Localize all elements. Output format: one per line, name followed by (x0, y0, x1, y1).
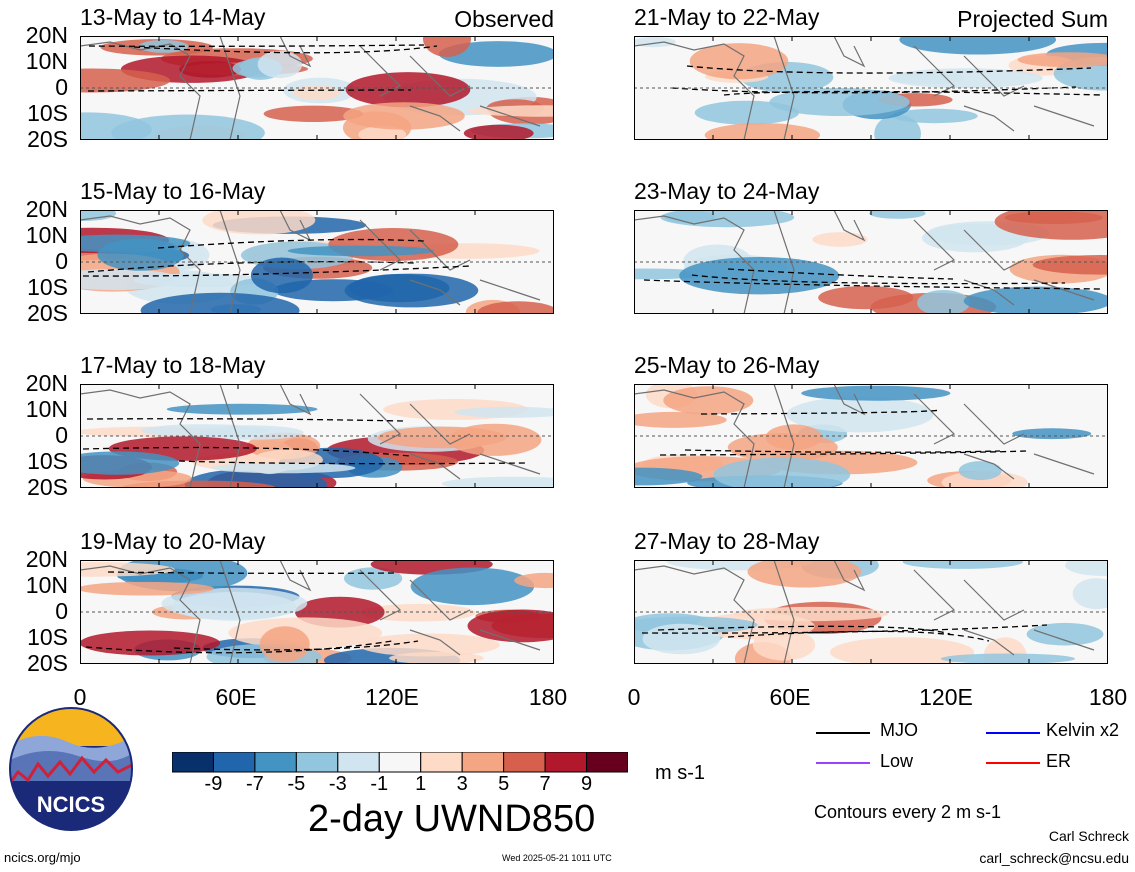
colorbar-swatch (461, 752, 505, 773)
legend-label-er: ER (1046, 751, 1072, 771)
contours-note: Contours every 2 m s-1 (814, 802, 1002, 822)
figure-title: 2-day UWND850 (308, 798, 596, 840)
panel-title: 17-May to 18-May (80, 352, 266, 378)
panel-map (634, 384, 1108, 488)
panel-tag: Projected Sum (957, 6, 1108, 32)
lat-label: 10N (25, 222, 68, 248)
lat-label: 0 (55, 74, 68, 100)
legend-line-er (986, 762, 1040, 764)
lat-label: 0 (55, 598, 68, 624)
lat-label: 20N (25, 196, 68, 222)
lat-label: 20S (27, 650, 68, 676)
colorbar-swatch (337, 752, 380, 773)
colorbar-swatch (212, 752, 256, 773)
panel-title: 19-May to 20-May (80, 528, 266, 554)
panel-tag: Observed (454, 6, 554, 32)
colorbar-label: 3 (456, 773, 468, 795)
lat-label: 10N (25, 48, 68, 74)
lat-label: 20N (25, 22, 68, 48)
lat-label: 10N (25, 396, 68, 422)
panel-map (80, 210, 554, 314)
colorbar-swatch (503, 752, 546, 773)
ncics-logo: NCICS (9, 707, 133, 831)
footer-url: ncics.org/mjo (4, 850, 81, 865)
colorbar-swatch (172, 752, 214, 773)
colorbar-label: -7 (246, 773, 264, 795)
colorbar-swatch (378, 752, 422, 773)
lon-label: 0 (627, 684, 641, 710)
lat-label: 20S (27, 300, 68, 326)
lat-label: 20N (25, 370, 68, 396)
colorbar-units: m s-1 (655, 762, 705, 784)
lon-label: 180 (1088, 684, 1128, 710)
lon-label: 120E (365, 684, 419, 710)
colorbar-swatch (254, 752, 297, 773)
colorbar-swatch (420, 752, 463, 773)
panel-map (80, 36, 554, 140)
panel-map (80, 560, 554, 664)
lat-label: 10S (27, 448, 68, 474)
legend-label-kelvin: Kelvin x2 (1046, 720, 1120, 740)
footer-email: carl_schreck@ncsu.edu (979, 850, 1129, 866)
panel-map (634, 36, 1108, 140)
panel-title: 23-May to 24-May (634, 178, 820, 204)
lon-label: 120E (919, 684, 973, 710)
panel-map (80, 384, 554, 488)
lon-label: 0 (73, 684, 87, 710)
colorbar-swatch (544, 752, 588, 773)
legend-label-low: Low (880, 751, 914, 771)
colorbar-label: 7 (539, 773, 551, 795)
panel-title: 27-May to 28-May (634, 528, 820, 554)
panel-title: 21-May to 22-May (634, 4, 820, 30)
panel-title: 13-May to 14-May (80, 4, 266, 30)
lon-label: 60E (769, 684, 811, 710)
colorbar-label: -5 (287, 773, 306, 795)
legend-label-mjo: MJO (880, 720, 918, 740)
colorbar-label: 1 (415, 773, 427, 795)
panel-map (634, 210, 1108, 314)
colorbar-label: -9 (204, 773, 223, 795)
panel-title: 15-May to 16-May (80, 178, 266, 204)
footer-author: Carl Schreck (1048, 828, 1129, 844)
lon-label: 180 (528, 684, 568, 710)
colorbar-label: -3 (328, 773, 347, 795)
lat-label: 0 (55, 422, 68, 448)
legend-line-mjo (816, 732, 870, 734)
lat-label: 0 (55, 248, 68, 274)
lat-label: 10S (27, 274, 68, 300)
colorbar-label: 9 (580, 773, 593, 795)
colorbar-swatch (295, 752, 339, 773)
lat-label: 20S (27, 126, 68, 152)
legend-line-low (816, 762, 870, 764)
lat-label: 10N (25, 572, 68, 598)
lon-label: 60E (215, 684, 257, 710)
panel-map (634, 560, 1108, 664)
colorbar (172, 752, 628, 773)
legend-line-kelvin (986, 732, 1040, 734)
colorbar-label: 5 (498, 773, 510, 795)
footer-timestamp: Wed 2025-05-21 1011 UTC (502, 853, 612, 863)
panel-title: 25-May to 26-May (634, 352, 820, 378)
lat-label: 20S (27, 474, 68, 500)
lat-label: 10S (27, 624, 68, 650)
logo-text: NCICS (37, 792, 105, 817)
lat-label: 20N (25, 546, 68, 572)
colorbar-swatch (586, 752, 628, 773)
lat-label: 10S (27, 100, 68, 126)
colorbar-label: -1 (370, 773, 389, 795)
